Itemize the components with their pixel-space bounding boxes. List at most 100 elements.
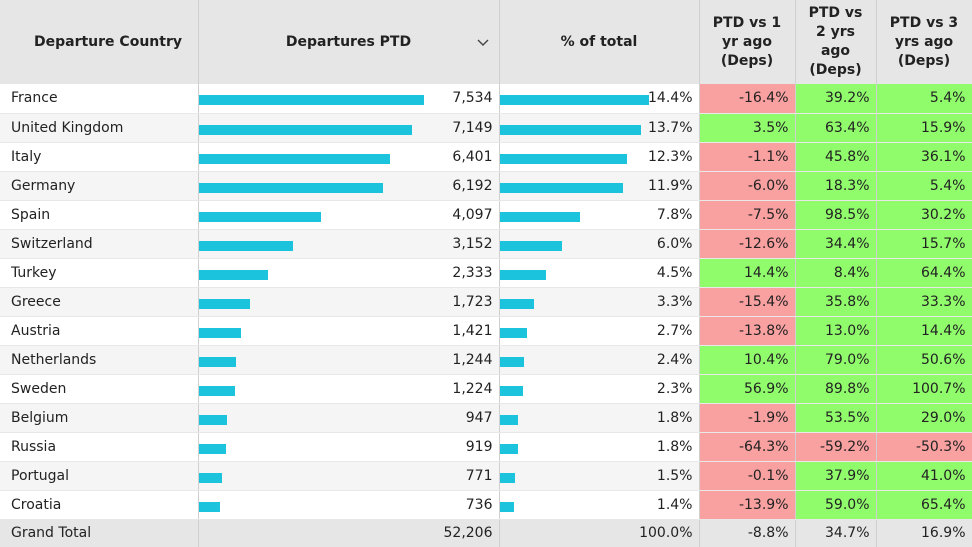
departures-value: 1,244 — [452, 351, 493, 368]
grand-total-row: Grand Total 52,206 100.0% -8.8% 34.7% 16… — [0, 518, 972, 547]
table-row[interactable]: Switzerland 3,152 6.0% -12.6% 34.4% 15.7% — [0, 229, 972, 259]
pct-of-total-value: 14.4% — [648, 90, 693, 106]
country-cell: United Kingdom — [0, 113, 199, 143]
table-row[interactable]: Portugal 771 1.5% -0.1% 37.9% 41.0% — [0, 461, 972, 491]
ptd-vs2-cell: 98.5% — [795, 200, 877, 230]
pct-of-total-value: 1.4% — [656, 496, 693, 513]
ptd-vs3-cell: 65.4% — [876, 490, 972, 520]
pct-of-total-bar — [499, 182, 623, 193]
departures-cell: 771 — [198, 461, 500, 491]
pct-of-total-cell: 3.3% — [499, 287, 700, 317]
ptd-vs2-cell: 39.2% — [795, 84, 877, 114]
pct-of-total-cell: 6.0% — [499, 229, 700, 259]
pct-of-total-cell: 11.9% — [499, 171, 700, 201]
ptd-vs2-cell: 13.0% — [795, 316, 877, 346]
grand-total-pct: 100.0% — [499, 518, 700, 547]
header-departures-ptd[interactable]: Departures PTD — [198, 0, 500, 84]
header-ptd-vs-1yr-line: yr ago — [722, 33, 772, 50]
table-row[interactable]: Russia 919 1.8% -64.3% -59.2% -50.3% — [0, 432, 972, 462]
departures-bar — [198, 298, 250, 309]
header-pct-of-total[interactable]: % of total — [499, 0, 700, 84]
ptd-vs2-cell: 53.5% — [795, 403, 877, 433]
table-row[interactable]: France 7,534 14.4% -16.4% 39.2% 5.4% — [0, 84, 972, 114]
pct-of-total-bar — [499, 443, 519, 454]
country-cell: Italy — [0, 142, 199, 172]
pct-of-total-value: 2.3% — [656, 380, 693, 397]
header-ptd-vs-3yrs[interactable]: PTD vs 3 yrs ago (Deps) — [876, 0, 972, 84]
ptd-vs3-cell: 41.0% — [876, 461, 972, 491]
departures-cell: 6,192 — [198, 171, 500, 201]
ptd-vs1-cell: -13.9% — [699, 490, 796, 520]
country-cell: Germany — [0, 171, 199, 201]
header-ptd-vs-2yrs[interactable]: PTD vs 2 yrs ago (Deps) — [795, 0, 877, 84]
country-cell: Russia — [0, 432, 199, 462]
header-ptd-vs-3yrs-line: yrs ago — [894, 33, 954, 50]
departures-cell: 7,149 — [198, 113, 500, 143]
pct-of-total-bar — [499, 356, 525, 367]
pct-of-total-cell: 2.3% — [499, 374, 700, 404]
departures-cell: 3,152 — [198, 229, 500, 259]
table-row[interactable]: Sweden 1,224 2.3% 56.9% 89.8% 100.7% — [0, 374, 972, 404]
chevron-down-icon[interactable] — [477, 34, 489, 53]
table-row[interactable]: Belgium 947 1.8% -1.9% 53.5% 29.0% — [0, 403, 972, 433]
ptd-vs3-cell: 50.6% — [876, 345, 972, 375]
pct-of-total-bar — [499, 472, 516, 483]
table-row[interactable]: Turkey 2,333 4.5% 14.4% 8.4% 64.4% — [0, 258, 972, 288]
departures-value: 7,149 — [452, 119, 493, 136]
pct-of-total-cell: 1.4% — [499, 490, 700, 520]
ptd-vs3-cell: 5.4% — [876, 84, 972, 114]
pct-of-total-bar — [499, 414, 519, 425]
country-cell: Greece — [0, 287, 199, 317]
pct-of-total-value: 13.7% — [648, 119, 693, 136]
departures-value: 919 — [465, 438, 493, 455]
ptd-vs2-cell: 37.9% — [795, 461, 877, 491]
departures-value: 1,224 — [452, 380, 493, 397]
country-cell: Turkey — [0, 258, 199, 288]
departures-cell: 919 — [198, 432, 500, 462]
ptd-vs2-cell: 8.4% — [795, 258, 877, 288]
grand-total-label: Grand Total — [0, 518, 199, 547]
pct-of-total-cell: 12.3% — [499, 142, 700, 172]
table-row[interactable]: Spain 4,097 7.8% -7.5% 98.5% 30.2% — [0, 200, 972, 230]
header-ptd-vs-2yrs-line: 2 yrs — [816, 24, 855, 40]
table-row[interactable]: Italy 6,401 12.3% -1.1% 45.8% 36.1% — [0, 142, 972, 172]
departures-bar — [198, 327, 241, 338]
header-departure-country[interactable]: Departure Country — [0, 0, 199, 84]
pct-of-total-bar — [499, 298, 534, 309]
departures-bar — [198, 385, 236, 396]
ptd-vs3-cell: 15.9% — [876, 113, 972, 143]
table-row[interactable]: Austria 1,421 2.7% -13.8% 13.0% 14.4% — [0, 316, 972, 346]
header-ptd-vs-1yr[interactable]: PTD vs 1 yr ago (Deps) — [699, 0, 796, 84]
departures-cell: 1,244 — [198, 345, 500, 375]
header-row: Departure Country Departures PTD % of to… — [0, 0, 972, 84]
ptd-vs2-cell: 59.0% — [795, 490, 877, 520]
departures-bar — [198, 182, 384, 193]
departures-value: 1,421 — [452, 322, 493, 339]
table-row[interactable]: Greece 1,723 3.3% -15.4% 35.8% 33.3% — [0, 287, 972, 317]
departures-value: 1,723 — [452, 293, 493, 310]
pct-of-total-cell: 2.4% — [499, 345, 700, 375]
departures-cell: 736 — [198, 490, 500, 520]
pct-of-total-value: 1.5% — [656, 467, 693, 484]
ptd-vs1-cell: -1.1% — [699, 142, 796, 172]
pct-of-total-value: 12.3% — [648, 148, 693, 165]
pct-of-total-bar — [499, 327, 528, 338]
table-row[interactable]: Croatia 736 1.4% -13.9% 59.0% 65.4% — [0, 490, 972, 520]
departures-bar — [198, 443, 226, 454]
departures-bar — [198, 124, 412, 135]
pct-of-total-cell: 14.4% — [499, 84, 700, 114]
header-pct-of-total-label: % of total — [560, 33, 638, 50]
table-row[interactable]: Netherlands 1,244 2.4% 10.4% 79.0% 50.6% — [0, 345, 972, 375]
ptd-vs3-cell: 5.4% — [876, 171, 972, 201]
ptd-vs3-cell: 29.0% — [876, 403, 972, 433]
departures-value: 2,333 — [452, 264, 493, 281]
pct-of-total-value: 2.7% — [656, 322, 693, 339]
table-row[interactable]: Germany 6,192 11.9% -6.0% 18.3% 5.4% — [0, 171, 972, 201]
country-cell: Croatia — [0, 490, 199, 520]
departures-cell: 1,224 — [198, 374, 500, 404]
departures-bar — [198, 414, 227, 425]
table-row[interactable]: United Kingdom 7,149 13.7% 3.5% 63.4% 15.9% — [0, 113, 972, 143]
header-ptd-vs-2yrs-line: PTD vs — [808, 5, 863, 21]
pct-of-total-value: 7.8% — [656, 206, 693, 223]
